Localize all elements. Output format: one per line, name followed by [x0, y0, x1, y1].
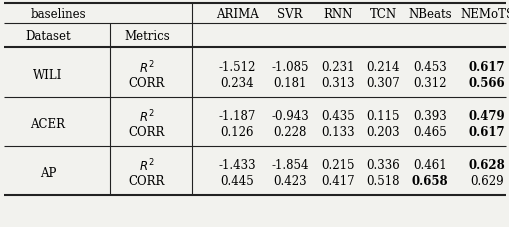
Text: 0.115: 0.115	[365, 110, 399, 123]
Text: 0.336: 0.336	[365, 159, 399, 172]
Text: -1.187: -1.187	[218, 110, 255, 123]
Text: 0.423: 0.423	[273, 175, 306, 188]
Text: 0.312: 0.312	[412, 77, 446, 90]
Text: 0.465: 0.465	[412, 126, 446, 139]
Text: 0.393: 0.393	[412, 110, 446, 123]
Text: ARIMA: ARIMA	[215, 7, 258, 20]
Text: CORR: CORR	[129, 175, 165, 188]
Text: 0.214: 0.214	[365, 61, 399, 74]
Text: -1.085: -1.085	[271, 61, 308, 74]
Text: $R^2$: $R^2$	[139, 59, 154, 76]
Text: CORR: CORR	[129, 77, 165, 90]
Text: -1.512: -1.512	[218, 61, 255, 74]
Text: 0.307: 0.307	[365, 77, 399, 90]
Text: 0.228: 0.228	[273, 126, 306, 139]
Text: TCN: TCN	[369, 7, 396, 20]
Text: 0.461: 0.461	[412, 159, 446, 172]
Text: baselines: baselines	[30, 7, 86, 20]
Text: 0.203: 0.203	[365, 126, 399, 139]
Text: 0.445: 0.445	[220, 175, 253, 188]
Text: 0.617: 0.617	[468, 61, 504, 74]
Text: 0.629: 0.629	[469, 175, 503, 188]
Text: 0.658: 0.658	[411, 175, 447, 188]
Text: NBeats: NBeats	[407, 7, 451, 20]
Text: 0.215: 0.215	[321, 159, 354, 172]
Text: 0.453: 0.453	[412, 61, 446, 74]
Text: 0.231: 0.231	[321, 61, 354, 74]
Text: 0.234: 0.234	[220, 77, 253, 90]
Text: 0.617: 0.617	[468, 126, 504, 139]
Text: WILI: WILI	[33, 69, 63, 82]
Text: $R^2$: $R^2$	[139, 157, 154, 173]
Text: -0.943: -0.943	[271, 110, 308, 123]
Text: SVR: SVR	[277, 7, 302, 20]
Text: 0.313: 0.313	[321, 77, 354, 90]
Text: 0.133: 0.133	[321, 126, 354, 139]
Text: 0.518: 0.518	[365, 175, 399, 188]
Text: NEMoTS: NEMoTS	[459, 7, 509, 20]
Text: CORR: CORR	[129, 126, 165, 139]
Text: 0.479: 0.479	[468, 110, 504, 123]
Text: RNN: RNN	[323, 7, 352, 20]
Text: 0.126: 0.126	[220, 126, 253, 139]
Text: Metrics: Metrics	[124, 29, 169, 42]
Text: 0.566: 0.566	[468, 77, 504, 90]
Text: 0.435: 0.435	[321, 110, 354, 123]
Text: AP: AP	[40, 167, 56, 180]
Text: 0.417: 0.417	[321, 175, 354, 188]
Text: ACER: ACER	[31, 118, 65, 131]
Text: 0.181: 0.181	[273, 77, 306, 90]
Text: -1.433: -1.433	[218, 159, 256, 172]
Text: 0.628: 0.628	[468, 159, 504, 172]
Text: $R^2$: $R^2$	[139, 108, 154, 125]
Text: Dataset: Dataset	[25, 29, 71, 42]
Text: -1.854: -1.854	[271, 159, 308, 172]
